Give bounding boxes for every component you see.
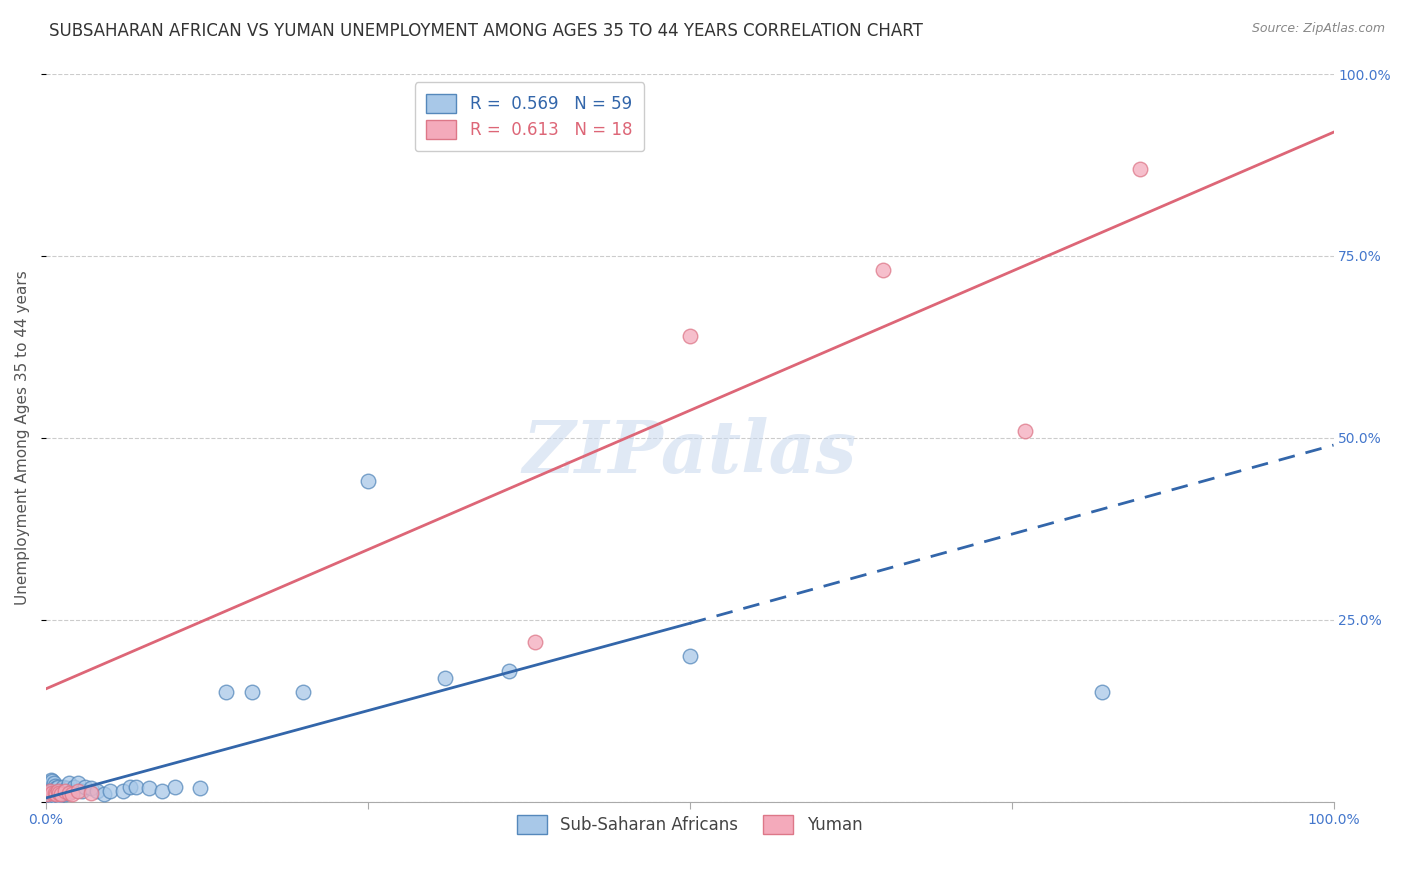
Point — [37, 789, 59, 803]
Text: ZIPatlas: ZIPatlas — [523, 417, 856, 488]
Point — [118, 780, 141, 794]
Point — [38, 779, 60, 793]
Point — [60, 787, 83, 801]
Point — [49, 787, 72, 801]
Point — [67, 776, 90, 790]
Point — [53, 783, 76, 797]
Point — [1129, 161, 1152, 176]
Point — [1091, 685, 1114, 699]
Point — [44, 786, 66, 800]
Point — [39, 772, 62, 787]
Point — [48, 783, 70, 797]
Point — [41, 789, 63, 803]
Point — [93, 787, 115, 801]
Point — [1014, 424, 1036, 438]
Point — [70, 783, 93, 797]
Point — [38, 781, 60, 796]
Point — [163, 780, 186, 794]
Y-axis label: Unemployment Among Ages 35 to 44 years: Unemployment Among Ages 35 to 44 years — [15, 270, 30, 605]
Point — [41, 780, 63, 794]
Point — [150, 783, 173, 797]
Point — [39, 781, 62, 796]
Point — [292, 685, 315, 699]
Point — [41, 774, 63, 789]
Point — [56, 786, 79, 800]
Point — [60, 783, 83, 797]
Point — [46, 780, 69, 794]
Point — [38, 776, 60, 790]
Point — [51, 786, 73, 800]
Point — [48, 789, 70, 803]
Point — [38, 783, 60, 797]
Point — [679, 648, 702, 663]
Point — [37, 787, 59, 801]
Point — [63, 780, 86, 794]
Point — [80, 781, 103, 796]
Point — [524, 634, 547, 648]
Point — [498, 664, 520, 678]
Point — [80, 786, 103, 800]
Point — [42, 781, 65, 796]
Legend: Sub-Saharan Africans, Yuman: Sub-Saharan Africans, Yuman — [508, 805, 872, 844]
Point — [41, 786, 63, 800]
Point — [98, 783, 121, 797]
Point — [679, 329, 702, 343]
Point — [38, 789, 60, 803]
Point — [45, 781, 67, 796]
Point — [58, 786, 80, 800]
Point — [44, 783, 66, 797]
Point — [44, 789, 66, 803]
Point — [73, 780, 96, 794]
Point — [42, 787, 65, 801]
Point — [53, 783, 76, 797]
Point — [53, 787, 76, 801]
Point — [45, 787, 67, 801]
Point — [41, 786, 63, 800]
Point — [215, 685, 238, 699]
Point — [51, 787, 73, 801]
Text: SUBSAHARAN AFRICAN VS YUMAN UNEMPLOYMENT AMONG AGES 35 TO 44 YEARS CORRELATION C: SUBSAHARAN AFRICAN VS YUMAN UNEMPLOYMENT… — [49, 22, 924, 40]
Text: Source: ZipAtlas.com: Source: ZipAtlas.com — [1251, 22, 1385, 36]
Point — [58, 776, 80, 790]
Point — [86, 783, 108, 797]
Point — [434, 671, 457, 685]
Point — [39, 787, 62, 801]
Point — [45, 787, 67, 801]
Point — [240, 685, 263, 699]
Point — [42, 776, 65, 790]
Point — [55, 781, 77, 796]
Point — [46, 783, 69, 797]
Point — [138, 781, 160, 796]
Point — [872, 263, 894, 277]
Point — [112, 783, 135, 797]
Point — [67, 783, 90, 797]
Point — [48, 786, 70, 800]
Point — [357, 475, 380, 489]
Point — [38, 783, 60, 797]
Point — [190, 781, 212, 796]
Point — [52, 780, 75, 794]
Point — [39, 776, 62, 790]
Point — [46, 786, 69, 800]
Point — [38, 786, 60, 800]
Point — [44, 779, 66, 793]
Point — [125, 780, 148, 794]
